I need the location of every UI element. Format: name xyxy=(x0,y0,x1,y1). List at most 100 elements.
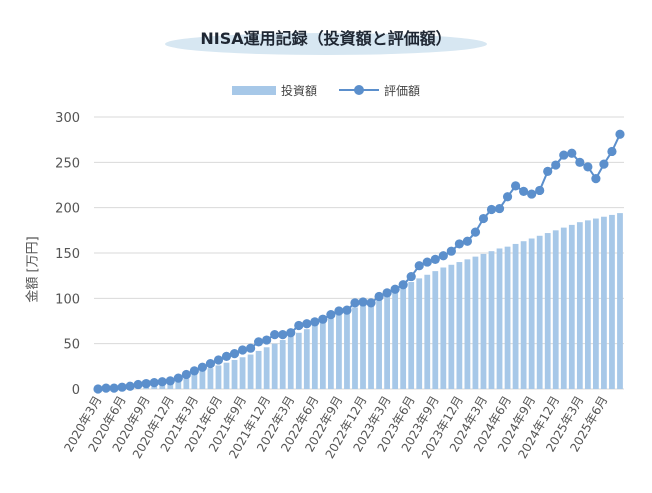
valuation-point xyxy=(358,297,368,307)
valuation-point xyxy=(527,189,537,199)
legend-swatch-bar xyxy=(232,85,276,95)
valuation-point xyxy=(133,379,143,390)
legend-label-investment: 投資額 xyxy=(281,83,318,98)
valuation-point xyxy=(245,343,256,353)
legend-item-valuation: 評価額 xyxy=(339,82,420,99)
investment-bar xyxy=(504,246,511,389)
investment-bar xyxy=(576,222,583,389)
investment-bar xyxy=(255,350,262,389)
valuation-point xyxy=(109,383,119,393)
investment-bar xyxy=(376,296,382,389)
valuation-point xyxy=(326,310,336,320)
valuation-point xyxy=(607,146,617,157)
valuation-point xyxy=(406,271,416,282)
investment-bar xyxy=(215,365,222,389)
valuation-point xyxy=(125,381,135,391)
valuation-point xyxy=(101,383,111,393)
valuation-point xyxy=(262,335,272,345)
valuation-point xyxy=(221,351,232,361)
investment-bar xyxy=(295,332,302,389)
investment-bar xyxy=(544,233,551,389)
valuation-point xyxy=(446,246,456,256)
investment-bar xyxy=(231,359,238,389)
valuation-point xyxy=(254,337,264,347)
investment-bar xyxy=(352,307,358,389)
valuation-point xyxy=(414,261,424,271)
valuation-point xyxy=(157,377,167,387)
valuation-point xyxy=(181,369,191,380)
y-tick-label: 0 xyxy=(72,383,80,398)
y-tick-label: 150 xyxy=(55,247,80,262)
investment-bar xyxy=(408,282,415,389)
investment-bar xyxy=(512,243,519,389)
investment-bar xyxy=(464,259,471,389)
investment-bar xyxy=(183,376,190,389)
legend-item-investment: 投資額 xyxy=(232,82,317,99)
legend-label-valuation: 評価額 xyxy=(384,83,421,98)
valuation-point xyxy=(366,298,376,308)
investment-bar xyxy=(328,318,334,389)
investment-bar xyxy=(432,271,439,389)
valuation-point xyxy=(462,236,473,246)
investment-bar xyxy=(456,262,463,389)
valuation-point xyxy=(454,239,464,249)
investment-bar xyxy=(344,311,350,389)
valuation-point xyxy=(510,181,521,191)
valuation-point xyxy=(502,192,513,202)
valuation-point xyxy=(93,384,103,394)
investment-bar xyxy=(191,373,198,389)
valuation-point xyxy=(470,227,481,237)
valuation-point xyxy=(478,213,489,224)
valuation-point xyxy=(334,306,344,316)
investment-bar xyxy=(392,289,399,389)
chart-title: NISA運用記録（投資額と評価額） xyxy=(200,29,452,48)
investment-bar xyxy=(496,248,503,389)
valuation-point xyxy=(229,349,240,359)
investment-bar xyxy=(424,274,431,389)
investment-bar xyxy=(207,368,214,389)
investment-bar xyxy=(239,357,246,389)
investment-bar xyxy=(480,253,487,389)
investment-bar xyxy=(279,340,286,389)
valuation-point xyxy=(615,129,625,139)
investment-bar xyxy=(303,329,310,389)
investment-bar xyxy=(416,278,423,389)
investment-bar xyxy=(368,300,374,389)
valuation-point xyxy=(205,359,216,369)
valuation-point xyxy=(310,317,320,327)
valuation-point xyxy=(270,330,280,340)
valuation-point xyxy=(567,148,577,158)
valuation-point xyxy=(189,366,199,376)
investment-bar xyxy=(271,343,278,389)
valuation-point xyxy=(237,345,248,355)
investment-bar xyxy=(223,362,230,389)
valuation-point xyxy=(149,378,159,388)
investment-bar xyxy=(609,214,615,389)
valuation-point xyxy=(382,288,392,298)
y-tick-label: 300 xyxy=(55,111,80,126)
valuation-point xyxy=(575,157,585,167)
legend: 投資額 評価額 xyxy=(232,80,442,100)
investment-bar xyxy=(488,251,495,389)
valuation-point xyxy=(551,160,561,170)
y-tick-label: 250 xyxy=(55,156,80,171)
investment-bar xyxy=(287,336,294,389)
investment-bar xyxy=(199,370,206,389)
valuation-point xyxy=(390,284,400,294)
valuation-point xyxy=(117,382,127,392)
valuation-point xyxy=(430,254,440,264)
valuation-point xyxy=(519,186,529,196)
title-area: NISA運用記録（投資額と評価額） xyxy=(0,22,652,56)
investment-bar xyxy=(584,220,591,389)
investment-bar xyxy=(528,238,535,389)
title-highlight xyxy=(165,33,487,55)
valuation-point xyxy=(294,320,304,331)
y-tick-label: 50 xyxy=(63,338,80,353)
investment-bar xyxy=(536,235,543,389)
valuation-point xyxy=(422,257,432,267)
valuation-point xyxy=(141,378,151,389)
investment-bar xyxy=(263,347,270,389)
investment-bar xyxy=(360,303,366,389)
